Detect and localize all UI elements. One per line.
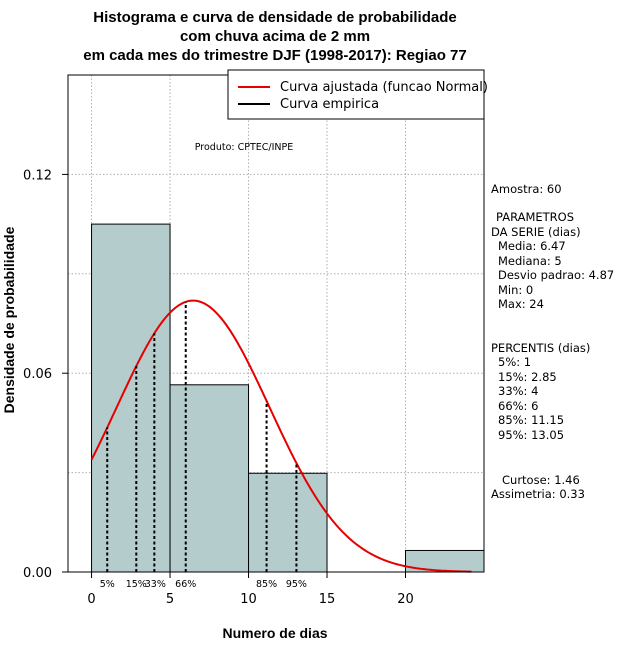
stat-curtose: Curtose: 1.46 [502, 473, 580, 487]
stat-percentis-title: PERCENTIS (dias) [491, 341, 590, 355]
chart-title-line-1: Histograma e curva de densidade de proba… [93, 9, 456, 26]
histogram-bar [169, 384, 250, 573]
stat-p85: 85%: 11.15 [498, 413, 564, 427]
y-axis-title: Densidade de probabilidade [1, 226, 17, 413]
legend-label-empirical: Curva empirica [280, 97, 379, 112]
stat-p33: 33%: 4 [498, 384, 538, 398]
normal-curve [90, 299, 472, 573]
legend-box [227, 69, 485, 120]
stat-mediana: Mediana: 5 [498, 254, 562, 268]
stat-params-title-2: DA SERIE (dias) [491, 225, 581, 239]
chart-title-line-2: com chuva acima de 2 mm [180, 28, 370, 45]
percentile-label: 33% [145, 579, 166, 590]
percentile-label: 85% [256, 579, 277, 590]
stat-p15: 15%: 2.85 [498, 370, 557, 384]
x-axis-title: Numero de dias [222, 625, 327, 641]
stat-p66: 66%: 6 [498, 399, 538, 413]
percentile-label: 66% [175, 579, 196, 590]
x-tick-label: 0 [87, 592, 95, 607]
percentile-label: 15% [126, 579, 147, 590]
stat-p95: 95%: 13.05 [498, 428, 564, 442]
normal-curve-line [90, 299, 472, 573]
y-tick-label: 0.06 [23, 367, 52, 382]
stat-min: Min: 0 [498, 283, 533, 297]
axes: 0 5 10 15 20 0.00 0.06 0.12 [23, 74, 485, 607]
stat-max: Max: 24 [498, 297, 544, 311]
histogram-bars [91, 223, 485, 573]
y-tick-label: 0.12 [23, 168, 52, 183]
percentile-lines: 5% 15%33% 66% 85% 95% [100, 301, 307, 590]
percentile-label: 5% [100, 579, 115, 590]
chart-title-line-3: em cada mes do trimestre DJF (1998-2017)… [83, 47, 467, 64]
stat-media: Media: 6.47 [498, 239, 566, 253]
stats-panel: Amostra: 60 PARAMETROS DA SERIE (dias) M… [491, 182, 614, 501]
legend-label-fit: Curva ajustada (funcao Normal) [280, 80, 488, 95]
product-label: Produto: CPTEC/INPE [195, 142, 294, 153]
legend: Curva ajustada (funcao Normal) Curva emp… [227, 69, 488, 120]
x-tick-label: 20 [397, 592, 414, 607]
y-tick-label: 0.00 [23, 566, 52, 581]
x-tick-label: 5 [166, 592, 174, 607]
histogram-bar [91, 223, 171, 573]
x-tick-label: 10 [240, 592, 257, 607]
stat-p5: 5%: 1 [498, 355, 531, 369]
histogram-bar [248, 472, 328, 573]
stat-params-title-1: PARAMETROS [496, 210, 574, 224]
percentile-label: 95% [286, 579, 307, 590]
stat-desvio: Desvio padrao: 4.87 [498, 268, 614, 282]
x-tick-label: 15 [319, 592, 336, 607]
stat-amostra: Amostra: 60 [491, 182, 562, 196]
stat-assimetria: Assimetria: 0.33 [491, 487, 585, 501]
